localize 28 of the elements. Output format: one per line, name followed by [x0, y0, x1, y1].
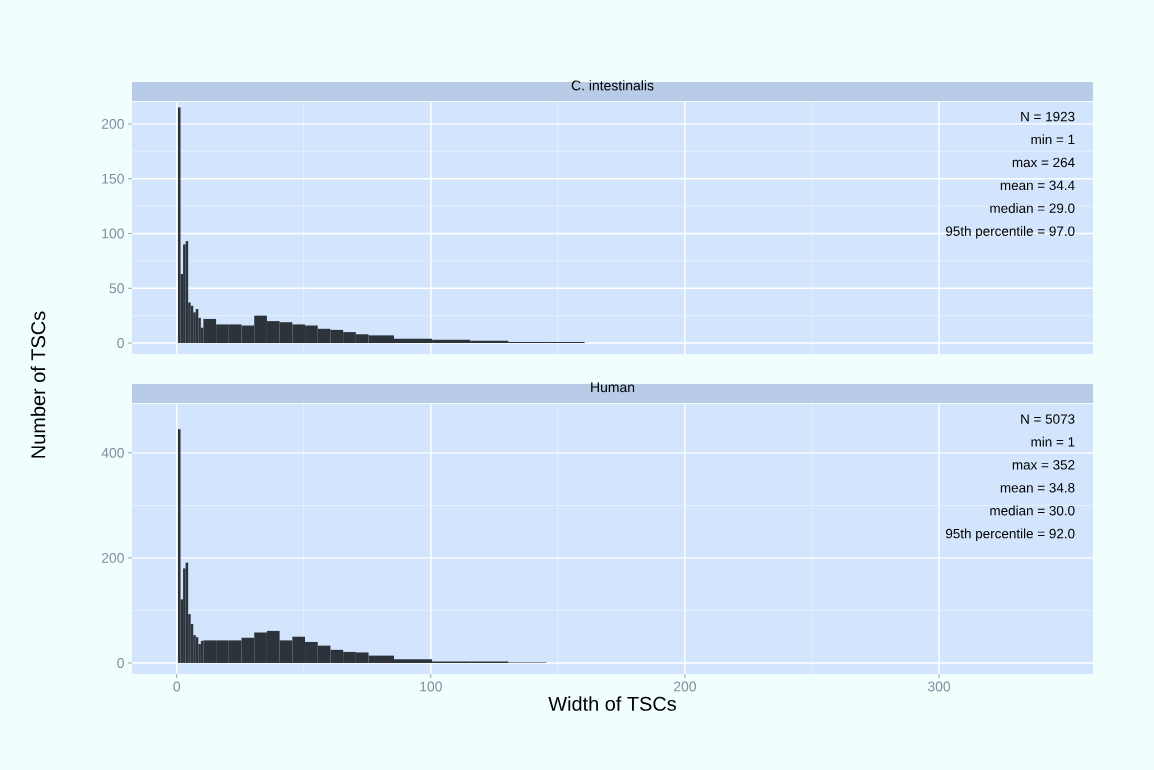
x-tick-label: 200: [673, 681, 697, 692]
annotation: 95th percentile = 92.0: [945, 528, 1075, 542]
annotation: mean = 34.8: [1000, 483, 1075, 493]
y-tick-label: 200: [101, 118, 124, 129]
annotation: median = 30.0: [990, 505, 1075, 516]
annotation: N = 5073: [1021, 414, 1075, 424]
annotation: 95th percentile = 97.0: [945, 226, 1075, 239]
x-tick-label: 0: [173, 681, 181, 692]
y-tick-label: 0: [117, 658, 124, 668]
x-tick-label: 300: [927, 681, 951, 692]
y-tick-label: 150: [102, 173, 124, 184]
annotation: min = 1: [1031, 436, 1075, 447]
annotation: min = 1: [1031, 134, 1075, 145]
chart-title: C. intestinalis: [571, 80, 654, 91]
y-tick-label: 400: [101, 447, 124, 458]
x-tick-label: 100: [420, 681, 442, 692]
annotation: median = 29.0: [990, 203, 1075, 213]
y-tick-label: 100: [102, 228, 124, 239]
annotation: max = 264: [1012, 157, 1075, 168]
x-axis-title: Width of TSCs: [548, 696, 676, 711]
y-tick-label: 200: [101, 552, 124, 563]
y-tick-label: 50: [109, 283, 124, 294]
annotation: N = 1923: [1021, 111, 1075, 122]
y-axis-title: Number of TSCs: [30, 311, 46, 458]
annotation: max = 352: [1012, 460, 1075, 470]
annotation: mean = 34.4: [1000, 180, 1075, 191]
y-tick-label: 0: [117, 338, 124, 348]
chart-title: Human: [591, 382, 635, 393]
